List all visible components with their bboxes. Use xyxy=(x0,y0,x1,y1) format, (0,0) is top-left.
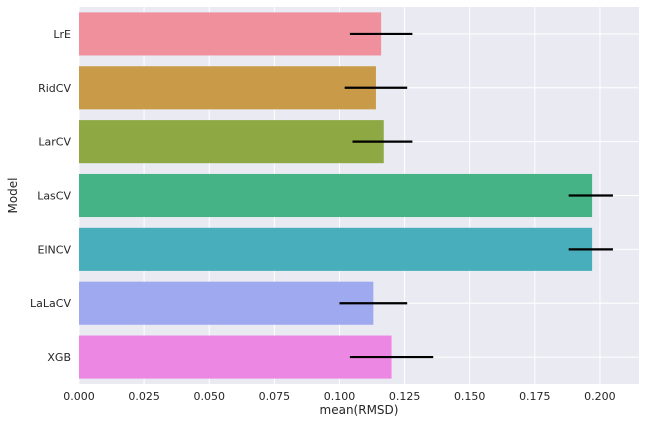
x-axis-label: mean(RMSD) xyxy=(320,403,399,417)
y-tick-labels: LrE RidCV LarCV LasCV ElNCV LaLaCV XGB xyxy=(30,28,71,364)
bars xyxy=(79,12,593,379)
x-tick-labels: 0.000 0.025 0.050 0.075 0.100 0.125 0.150 0.175… xyxy=(63,390,615,403)
y-axis-label: Model xyxy=(6,177,20,213)
x-tick-label: 0.175 xyxy=(519,390,551,403)
x-tick-label: 0.150 xyxy=(454,390,486,403)
x-tick-label: 0.200 xyxy=(584,390,616,403)
x-tick-label: 0.075 xyxy=(259,390,291,403)
y-tick-label: LasCV xyxy=(37,190,71,203)
bar-lre xyxy=(79,12,382,56)
bar-larcv xyxy=(79,120,384,164)
error-bars xyxy=(339,32,613,359)
bar-ridcv xyxy=(79,66,376,110)
y-tick-label: ElNCV xyxy=(38,243,72,256)
x-tick-label: 0.100 xyxy=(324,390,356,403)
x-tick-label: 0.025 xyxy=(128,390,160,403)
bar-lalacv xyxy=(79,281,374,325)
y-tick-label: XGB xyxy=(47,351,71,364)
x-tick-label: 0.000 xyxy=(63,390,95,403)
y-tick-label: LaLaCV xyxy=(30,297,71,310)
y-tick-label: LrE xyxy=(53,28,71,41)
bar-elncv xyxy=(79,227,593,271)
bar-lascv xyxy=(79,173,593,218)
x-tick-label: 0.050 xyxy=(193,390,225,403)
x-tick-label: 0.125 xyxy=(389,390,421,403)
bar-xgb xyxy=(79,335,392,379)
y-tick-label: RidCV xyxy=(38,82,71,95)
y-tick-label: LarCV xyxy=(38,136,71,149)
